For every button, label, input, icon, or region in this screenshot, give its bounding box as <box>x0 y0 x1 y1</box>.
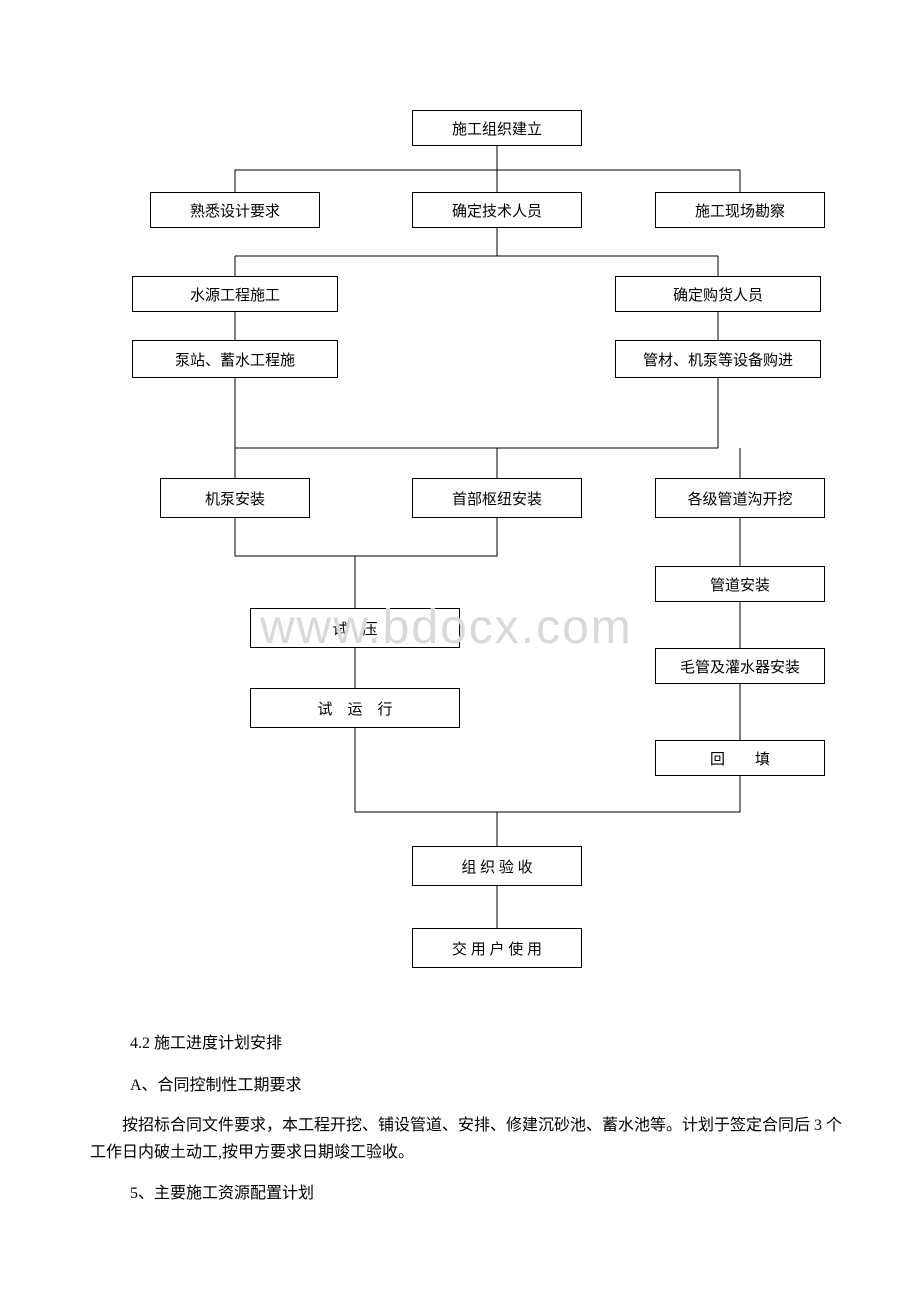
flowchart-node: 熟悉设计要求 <box>150 192 320 228</box>
flowchart-node: 毛管及灌水器安装 <box>655 648 825 684</box>
flowchart-node: 机泵安装 <box>160 478 310 518</box>
paragraph-contract: 按招标合同文件要求，本工程开挖、铺设管道、安排、修建沉砂池、蓄水池等。计划于签定… <box>90 1112 850 1166</box>
flowchart-node: 交 用 户 使 用 <box>412 928 582 968</box>
flowchart-node: 首部枢纽安装 <box>412 478 582 518</box>
flowchart-edge <box>235 170 740 192</box>
flowchart-edge <box>497 776 740 812</box>
flowchart-node: 管道安装 <box>655 566 825 602</box>
subheading-a: A、合同控制性工期要求 <box>130 1072 302 1099</box>
flowchart-node: 试 压 <box>250 608 460 648</box>
flowchart-edge <box>355 518 497 556</box>
page-canvas: 施工组织建立熟悉设计要求 确定技术人员 施工现场勘察水源工程施工 确定购货人员泵站、蓄… <box>0 0 920 1302</box>
flowchart-node: 确定技术人员 <box>412 192 582 228</box>
flowchart-node: 施工现场勘察 <box>655 192 825 228</box>
flowchart-node: 泵站、蓄水工程施 <box>132 340 338 378</box>
flowchart-node: 确定购货人员 <box>615 276 821 312</box>
section-heading-4-2: 4.2 施工进度计划安排 <box>130 1030 282 1057</box>
flowchart-node: 水源工程施工 <box>132 276 338 312</box>
flowchart-node: 组 织 验 收 <box>412 846 582 886</box>
flowchart-node: 试 运 行 <box>250 688 460 728</box>
flowchart-edge <box>235 518 355 608</box>
flowchart-edge <box>355 728 497 846</box>
section-heading-5: 5、主要施工资源配置计划 <box>130 1180 314 1207</box>
flowchart-node: 各级管道沟开挖 <box>655 478 825 518</box>
flowchart-node: 管材、机泵等设备购进 <box>615 340 821 378</box>
flowchart-node: 施工组织建立 <box>412 110 582 146</box>
flowchart-node: 回 填 <box>655 740 825 776</box>
